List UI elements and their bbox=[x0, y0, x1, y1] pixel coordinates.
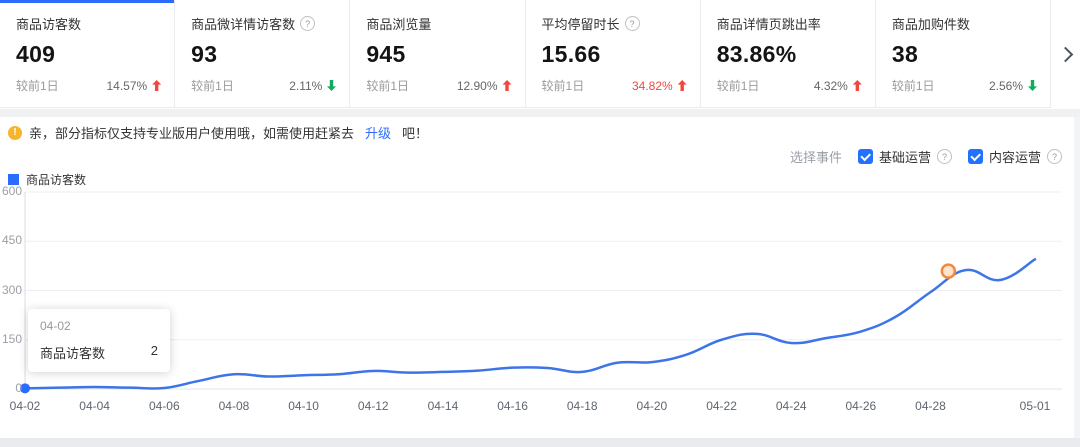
section-divider bbox=[0, 109, 1080, 117]
x-axis-label: 04-06 bbox=[148, 399, 180, 413]
y-axis-label: 150 bbox=[1, 331, 22, 346]
metric-title: 商品加购件数 bbox=[891, 17, 970, 32]
chart-tooltip: 04-02 商品访客数 2 bbox=[28, 309, 170, 372]
notice-text: 亲，部分指标仅支持专业版用户使用哦，如需使用赶紧去 bbox=[29, 126, 355, 141]
metric-card-avg-stay-time[interactable]: 平均停留时长? 15.66 较前1日 34.82% bbox=[526, 0, 701, 107]
page-edge bbox=[0, 438, 1080, 447]
compare-label: 较前1日 bbox=[16, 79, 59, 93]
x-axis-label: 04-12 bbox=[357, 399, 389, 413]
checkbox-checked-icon[interactable] bbox=[857, 149, 873, 164]
metric-title: 商品详情页跳出率 bbox=[716, 17, 821, 32]
line-chart bbox=[20, 191, 1062, 394]
x-axis-label: 04-02 bbox=[9, 399, 41, 413]
x-axis-label: 04-22 bbox=[706, 399, 737, 413]
help-icon[interactable]: ? bbox=[936, 149, 952, 164]
compare-label: 较前1日 bbox=[716, 79, 760, 93]
x-axis-label: 04-10 bbox=[288, 399, 319, 413]
metric-card-page-views[interactable]: 商品浏览量 945 较前1日 12.90% bbox=[350, 0, 526, 107]
select-event-label: 选择事件 bbox=[789, 150, 842, 165]
change-value: 34.82% bbox=[632, 79, 687, 93]
event-controls: 选择事件 基础运营 ? 内容运营 ? bbox=[790, 147, 1062, 166]
legend-label: 商品访客数 bbox=[26, 173, 87, 187]
help-icon[interactable]: ? bbox=[300, 16, 316, 31]
change-value: 4.32% bbox=[814, 79, 862, 93]
metric-card-bounce-rate[interactable]: 商品详情页跳出率 83.86% 较前1日 4.32% bbox=[701, 0, 876, 107]
arrow-up-icon bbox=[502, 80, 512, 91]
tooltip-date: 04-02 bbox=[40, 319, 71, 333]
x-axis-label: 04-08 bbox=[218, 399, 250, 413]
upgrade-notice: ! 亲，部分指标仅支持专业版用户使用哦，如需使用赶紧去 升级 吧！ bbox=[8, 123, 428, 142]
chevron-right-icon bbox=[1057, 46, 1073, 62]
y-axis-label: 300 bbox=[1, 282, 22, 297]
x-axis-label: 04-26 bbox=[845, 399, 877, 413]
arrow-down-icon bbox=[1028, 80, 1037, 91]
page-edge bbox=[1074, 117, 1080, 447]
event-marker[interactable] bbox=[940, 263, 957, 279]
change-value: 14.57% bbox=[106, 79, 162, 93]
upgrade-link[interactable]: 升级 bbox=[365, 126, 392, 141]
x-axis-label: 04-16 bbox=[497, 399, 528, 413]
change-value: 2.11% bbox=[289, 79, 336, 93]
checkbox-label: 基础运营 bbox=[878, 150, 931, 165]
checkbox-label: 内容运营 bbox=[988, 150, 1041, 165]
metric-title: 商品浏览量 bbox=[366, 17, 432, 32]
x-axis-label: 05-01 bbox=[1019, 399, 1051, 413]
y-axis-label: 600 bbox=[1, 184, 22, 198]
metric-title: 商品微详情访客数? bbox=[191, 14, 333, 33]
chart-legend[interactable]: 商品访客数 bbox=[8, 171, 86, 188]
change-value: 2.56% bbox=[989, 79, 1037, 93]
metric-value: 93 bbox=[191, 41, 218, 67]
tooltip-series-name: 商品访客数 bbox=[40, 346, 106, 361]
x-axis-label: 04-04 bbox=[79, 399, 110, 413]
help-icon[interactable]: ? bbox=[1047, 149, 1062, 164]
metric-value: 83.86% bbox=[716, 41, 797, 67]
compare-label: 较前1日 bbox=[191, 79, 234, 93]
metric-value: 38 bbox=[891, 41, 919, 67]
checkbox-basic-operation[interactable]: 基础运营 ? bbox=[857, 147, 952, 166]
y-axis-label: 450 bbox=[1, 233, 22, 248]
metric-title: 平均停留时长? bbox=[542, 14, 684, 33]
metric-cards-row: 商品访客数 409 较前1日 14.57% 商品微详情访客数? 93 较前1日 … bbox=[0, 0, 1051, 108]
compare-label: 较前1日 bbox=[891, 79, 935, 93]
x-axis-label: 04-20 bbox=[636, 399, 668, 413]
tooltip-value: 2 bbox=[150, 343, 158, 358]
arrow-down-icon bbox=[327, 80, 336, 91]
metric-value: 945 bbox=[366, 41, 406, 67]
arrow-up-icon bbox=[852, 80, 862, 91]
metric-card-micro-detail-visitors[interactable]: 商品微详情访客数? 93 较前1日 2.11% bbox=[175, 0, 351, 107]
x-axis-label: 04-14 bbox=[427, 399, 459, 413]
checkbox-content-operation[interactable]: 内容运营 ? bbox=[967, 147, 1062, 166]
compare-label: 较前1日 bbox=[366, 79, 410, 93]
arrow-up-icon bbox=[152, 80, 162, 91]
metric-value: 409 bbox=[16, 41, 56, 67]
change-value: 12.90% bbox=[457, 79, 512, 93]
notice-warning-icon: ! bbox=[8, 125, 22, 140]
x-axis-label: 04-28 bbox=[915, 399, 946, 413]
arrow-up-icon bbox=[677, 80, 687, 91]
y-axis-label: 0 bbox=[15, 381, 22, 395]
checkbox-checked-icon[interactable] bbox=[967, 149, 983, 164]
notice-text-after: 吧！ bbox=[402, 126, 429, 141]
metric-card-add-to-cart[interactable]: 商品加购件数 38 较前1日 2.56% bbox=[876, 0, 1050, 107]
x-axis: 04-02 04-04 04-06 04-08 04-10 04-12 04-14 04-16… bbox=[0, 399, 1080, 415]
help-icon[interactable]: ? bbox=[624, 16, 640, 31]
x-axis-label: 04-24 bbox=[775, 399, 807, 413]
x-axis-label: 04-18 bbox=[566, 399, 598, 413]
metric-title: 商品访客数 bbox=[16, 17, 82, 32]
series-line bbox=[23, 258, 1037, 390]
hover-point bbox=[20, 383, 30, 394]
legend-swatch-icon bbox=[8, 174, 19, 185]
next-cards-button[interactable] bbox=[1051, 0, 1079, 108]
compare-label: 较前1日 bbox=[541, 79, 585, 93]
metric-value: 15.66 bbox=[541, 41, 601, 67]
metric-card-product-visitors[interactable]: 商品访客数 409 较前1日 14.57% bbox=[0, 0, 176, 107]
